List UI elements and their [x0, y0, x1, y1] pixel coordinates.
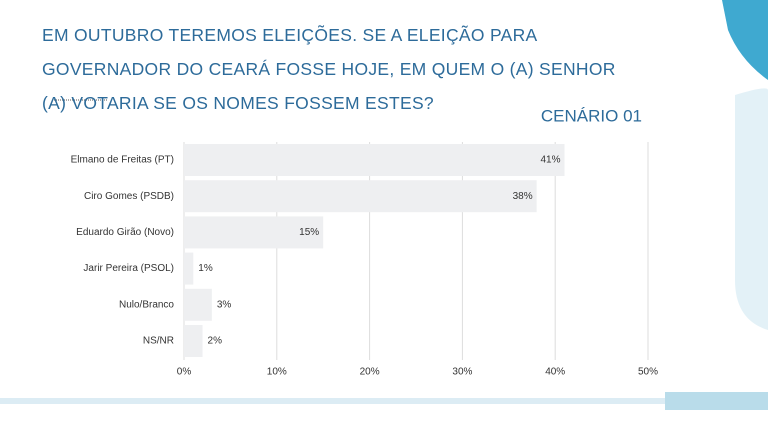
y-tick-label: Eduardo Girão (Novo) [76, 227, 174, 238]
y-tick-label: Jarir Pereira (PSOL) [83, 263, 174, 274]
bar [184, 325, 203, 357]
bar [184, 144, 565, 176]
chart-title: EM OUTUBRO TEREMOS ELEIÇÕES. SE A ELEIÇÃ… [42, 25, 616, 113]
y-tick-label: NS/NR [143, 336, 174, 347]
value-label: 2% [208, 336, 223, 347]
y-tick-label: Ciro Gomes (PSDB) [84, 191, 174, 202]
y-tick-label: Elmano de Freitas (PT) [71, 155, 174, 166]
y-tick-label: Nulo/Branco [119, 299, 174, 310]
decoration [735, 88, 768, 330]
bar [184, 252, 194, 285]
x-tick-label: 10% [267, 367, 287, 378]
x-tick-label: 20% [360, 367, 380, 378]
value-label: 38% [513, 191, 533, 202]
value-label: 15% [299, 227, 319, 238]
x-tick-label: 50% [638, 367, 658, 378]
bar [184, 216, 324, 249]
value-label: 41% [540, 155, 560, 166]
value-label: 1% [198, 263, 213, 274]
x-tick-label: 40% [545, 367, 565, 378]
decoration [722, 0, 768, 80]
x-tick-label: 30% [452, 367, 472, 378]
decoration [0, 398, 768, 404]
x-tick-label: 0% [177, 367, 192, 378]
chart-subtitle: CENÁRIO 01 [541, 106, 642, 125]
bar [184, 288, 212, 321]
decoration [665, 392, 768, 410]
bar [184, 180, 537, 213]
value-label: 3% [217, 299, 232, 310]
